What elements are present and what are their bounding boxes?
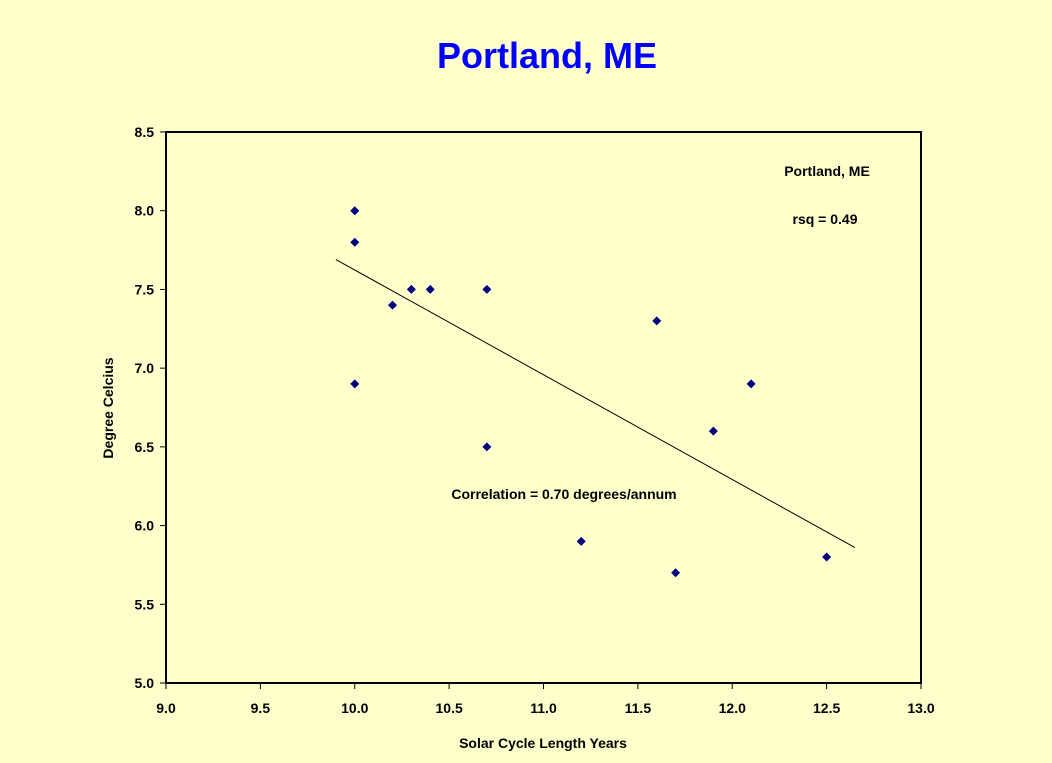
x-tick-label: 11.0 xyxy=(530,700,557,716)
chart-title: Portland, ME xyxy=(437,35,657,76)
data-point xyxy=(425,284,435,294)
plot-area xyxy=(165,131,922,684)
data-point xyxy=(576,536,586,546)
x-tick-label: 9.0 xyxy=(156,700,176,716)
data-point xyxy=(482,442,492,452)
data-point xyxy=(482,284,492,294)
x-tick-label: 9.5 xyxy=(251,700,271,716)
x-tick-label: 11.5 xyxy=(625,700,652,716)
trendline xyxy=(335,259,856,549)
data-point xyxy=(822,552,832,562)
y-tick-label: 7.5 xyxy=(135,281,155,297)
x-tick-label: 12.0 xyxy=(719,700,746,716)
y-tick-label: 5.0 xyxy=(135,675,155,691)
data-point xyxy=(388,300,397,310)
x-axis-ticks: 9.0 9.5 10.0 10.5 11.0 11.5 12.0 12.5 13.0 xyxy=(156,683,935,716)
x-tick-label: 10.5 xyxy=(436,700,463,716)
data-point xyxy=(652,316,662,326)
y-tick-label: 6.0 xyxy=(135,518,155,534)
data-point xyxy=(350,379,360,389)
data-point xyxy=(671,568,681,578)
y-tick-label: 5.5 xyxy=(135,596,155,612)
correlation-label: Correlation = 0.70 degrees/annum xyxy=(451,486,676,502)
y-axis-label: Degree Celcius xyxy=(100,357,116,458)
y-axis-ticks: 5.0 5.5 6.0 6.5 7.0 7.5 8.0 8.5 xyxy=(135,124,166,691)
y-tick-label: 6.5 xyxy=(135,439,155,455)
y-tick-label: 8.0 xyxy=(135,203,155,219)
data-points xyxy=(350,206,832,578)
x-tick-label: 12.5 xyxy=(813,700,840,716)
data-point xyxy=(350,237,360,247)
x-axis-label: Solar Cycle Length Years xyxy=(459,735,627,751)
data-point xyxy=(708,426,718,436)
data-point xyxy=(350,206,360,216)
data-point xyxy=(406,284,416,294)
legend-title: Portland, ME xyxy=(784,163,870,179)
x-tick-label: 13.0 xyxy=(907,700,934,716)
rsq-label: rsq = 0.49 xyxy=(793,211,858,227)
y-tick-label: 7.0 xyxy=(135,360,155,376)
data-point xyxy=(746,379,756,389)
y-tick-label: 8.5 xyxy=(135,124,155,140)
x-tick-label: 10.0 xyxy=(341,700,368,716)
